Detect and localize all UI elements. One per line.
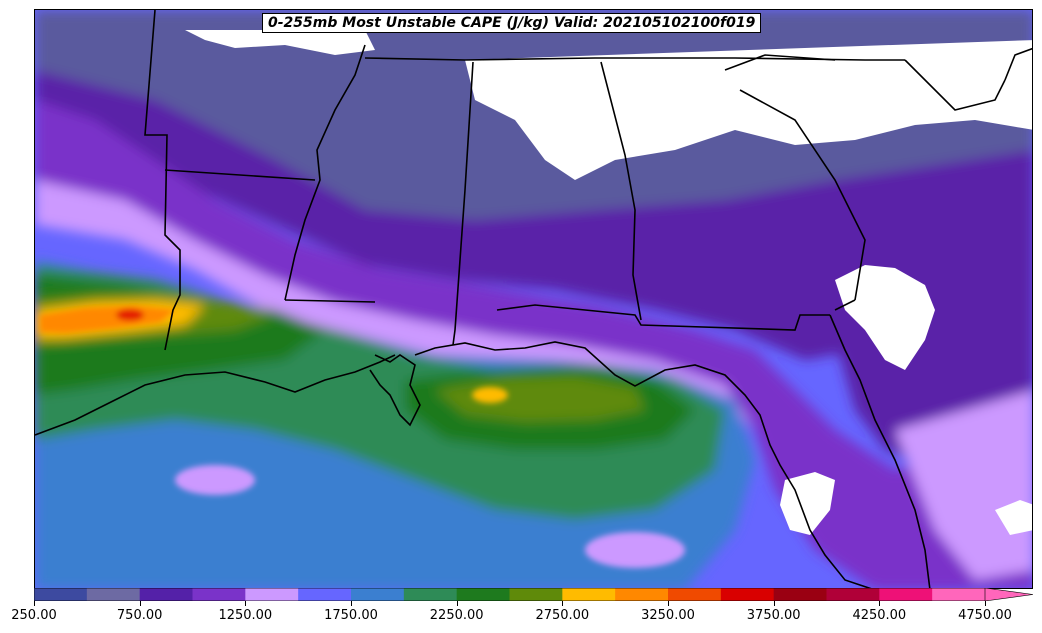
colorbar-bin xyxy=(932,588,986,601)
colorbar-tick xyxy=(245,601,247,606)
colorbar-bin xyxy=(298,588,352,601)
colorbar-bin xyxy=(509,588,563,601)
coastline-louisiana xyxy=(369,354,421,427)
border-mississippi-river xyxy=(284,44,366,301)
colorbar-tick-label: 750.00 xyxy=(116,608,163,623)
border-nc-sc xyxy=(904,59,1006,111)
border-alabama-georgia xyxy=(600,61,642,321)
colorbar-tick-label: 3750.00 xyxy=(746,608,801,623)
colorbar-tick xyxy=(879,601,881,606)
cape-max-yellow-gulf xyxy=(472,387,508,403)
colorbar xyxy=(34,588,1033,601)
colorbar-bin xyxy=(615,588,669,601)
colorbar-bin xyxy=(720,588,775,601)
colorbar-bin xyxy=(773,588,827,601)
border-kentucky-tennessee xyxy=(364,57,905,61)
colorbar-tick-label: 2750.00 xyxy=(535,608,590,623)
cape-region-violet-north xyxy=(35,100,1032,588)
colorbar-tick xyxy=(562,601,564,606)
cape-map xyxy=(35,10,1032,588)
colorbar-tick-label: 2250.00 xyxy=(429,608,484,623)
coastline-georgia xyxy=(834,299,856,311)
cape-max-red xyxy=(116,309,144,321)
colorbar-bin xyxy=(34,588,88,601)
no-data-northeast xyxy=(465,40,1032,180)
colorbar-bin xyxy=(668,588,722,601)
border-florida-georgia xyxy=(496,304,830,331)
colorbar-bin xyxy=(245,588,299,601)
map-title: 0-255mb Most Unstable CAPE (J/kg) Valid:… xyxy=(262,13,762,33)
colorbar-tick xyxy=(139,601,141,606)
colorbar-bin xyxy=(456,588,510,601)
cape-lavender-gulf-blob2 xyxy=(585,532,685,568)
colorbar-tick xyxy=(351,601,352,606)
coastline-ms-al xyxy=(414,341,872,588)
coastline-florida-east xyxy=(829,314,931,588)
colorbar-tick-label: 4750.00 xyxy=(958,608,1012,623)
border-texas-oklahoma xyxy=(144,10,181,351)
no-data-lowlands xyxy=(995,500,1032,535)
border-virginia-kentucky xyxy=(724,54,836,71)
colorbar-tick xyxy=(456,601,458,606)
no-data-regions xyxy=(185,30,1032,535)
border-northeast-coast xyxy=(1004,47,1032,81)
map-panel xyxy=(34,9,1033,589)
cape-lavender-gulf-blob xyxy=(175,465,255,495)
colorbar-bin xyxy=(826,588,880,601)
border-arkansas-louisiana xyxy=(284,299,376,303)
colorbar-bin xyxy=(403,588,458,601)
colorbar-tick xyxy=(985,601,986,606)
border-georgia-sc xyxy=(739,89,866,301)
colorbar-tick-label: 1250.00 xyxy=(218,608,273,623)
colorbar-tick-label: 3250.00 xyxy=(641,608,695,623)
no-data-north-center xyxy=(185,30,375,55)
colorbar-tick-label: 1750.00 xyxy=(324,608,378,623)
no-data-florida-lake xyxy=(835,265,935,370)
colorbar-tick-label: 4250.00 xyxy=(852,608,907,623)
colorbar-extend-arrow xyxy=(984,588,1033,601)
colorbar-tick-label: 250.00 xyxy=(11,608,57,623)
colorbar-tick xyxy=(773,601,775,606)
cape-region-lavender-east xyxy=(895,390,1032,580)
colorbar-ticks: 250.00 750.00 1250.00 1750.00 2250.00 2750.00… xyxy=(0,601,1042,631)
colorbar-bin xyxy=(192,588,246,601)
coastline-texas xyxy=(35,354,396,436)
colorbar-bin xyxy=(879,588,933,601)
border-arkansas-north xyxy=(164,169,316,181)
colorbar-bin xyxy=(139,588,193,601)
colorbar-bin xyxy=(86,588,141,601)
map-borders xyxy=(35,10,1032,588)
colorbar-tick xyxy=(34,601,35,606)
cape-region-purple-north xyxy=(35,70,1032,360)
colorbar-bin xyxy=(562,588,616,601)
colorbar-tick xyxy=(668,601,669,606)
border-mississippi-alabama xyxy=(452,61,474,346)
colorbar-bin xyxy=(351,588,405,601)
